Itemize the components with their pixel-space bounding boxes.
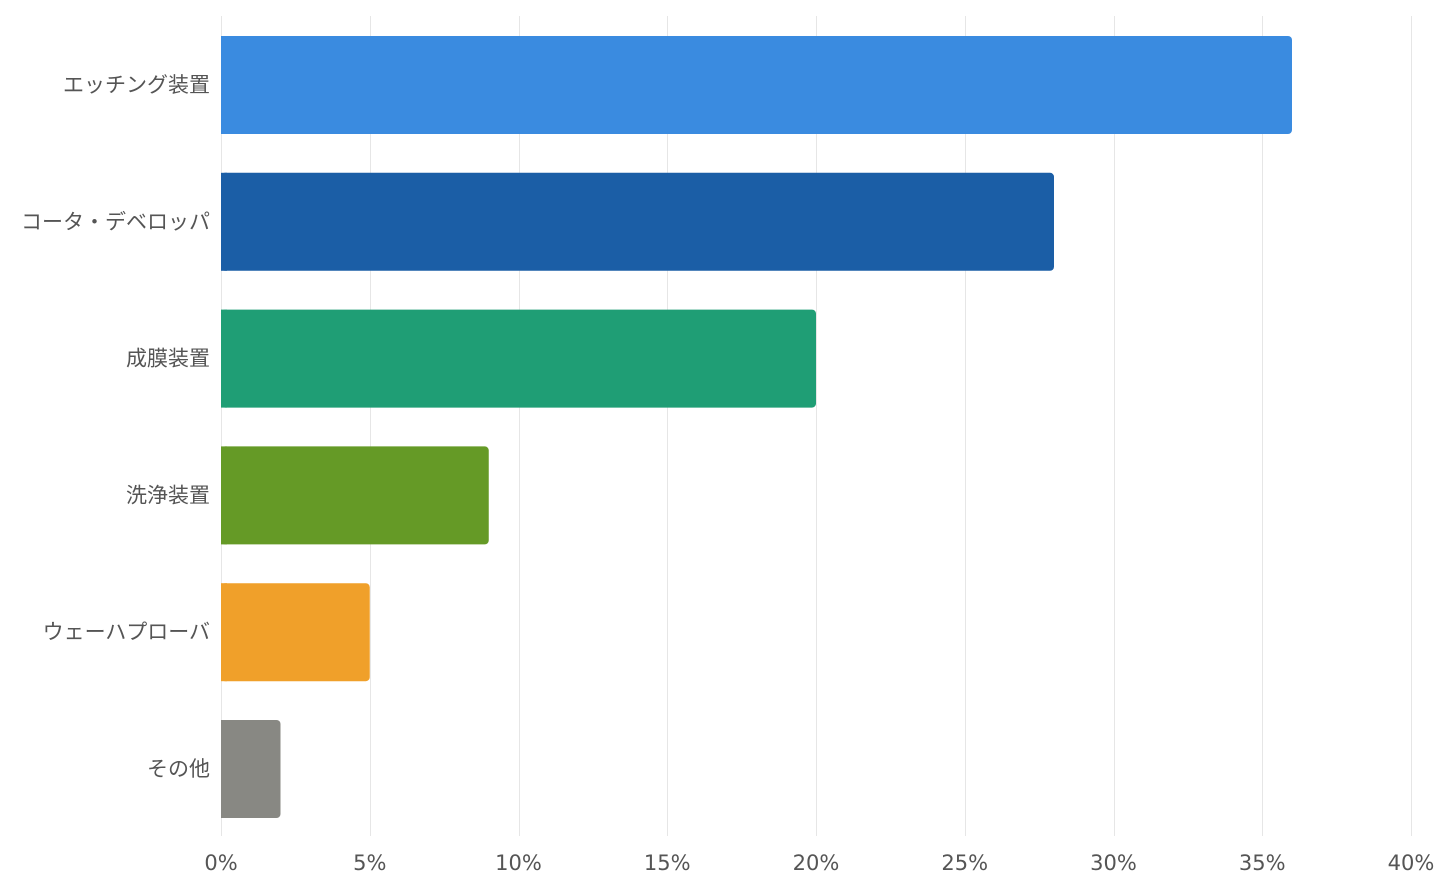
bar — [221, 720, 281, 818]
x-tick-label: 10% — [495, 851, 542, 875]
bar — [221, 309, 816, 408]
x-tick-label: 40% — [1388, 851, 1435, 875]
category-label: その他 — [147, 757, 210, 781]
bar-left-edge — [221, 446, 227, 545]
bar-left-edge — [221, 36, 227, 134]
x-tick-label: 20% — [793, 851, 840, 875]
bar — [221, 172, 1054, 271]
x-tick-label: 30% — [1090, 851, 1137, 875]
bar — [221, 36, 1292, 134]
category-label: コータ・デベロッパ — [21, 210, 210, 234]
bar — [221, 446, 489, 545]
category-label: 洗浄装置 — [126, 483, 210, 507]
grid-layer — [221, 16, 1412, 836]
x-tick-label: 35% — [1239, 851, 1286, 875]
category-label: エッチング装置 — [63, 73, 210, 97]
x-axis-tick-labels: 0% 5% 10% 15% 20% 25% 30% 35% 40% — [204, 851, 1434, 875]
category-label: 成膜装置 — [126, 347, 210, 371]
x-tick-label: 0% — [204, 851, 237, 875]
bar-left-edge — [221, 172, 227, 271]
bar — [221, 583, 370, 682]
x-tick-label: 25% — [941, 851, 988, 875]
bar-left-edge — [221, 309, 227, 408]
bar-left-edge — [221, 583, 227, 682]
x-tick-label: 15% — [644, 851, 691, 875]
bar-left-edge — [221, 720, 227, 818]
category-label: ウェーハプローバ — [43, 620, 210, 644]
bar-layer — [221, 36, 1292, 818]
x-tick-label: 5% — [353, 851, 386, 875]
